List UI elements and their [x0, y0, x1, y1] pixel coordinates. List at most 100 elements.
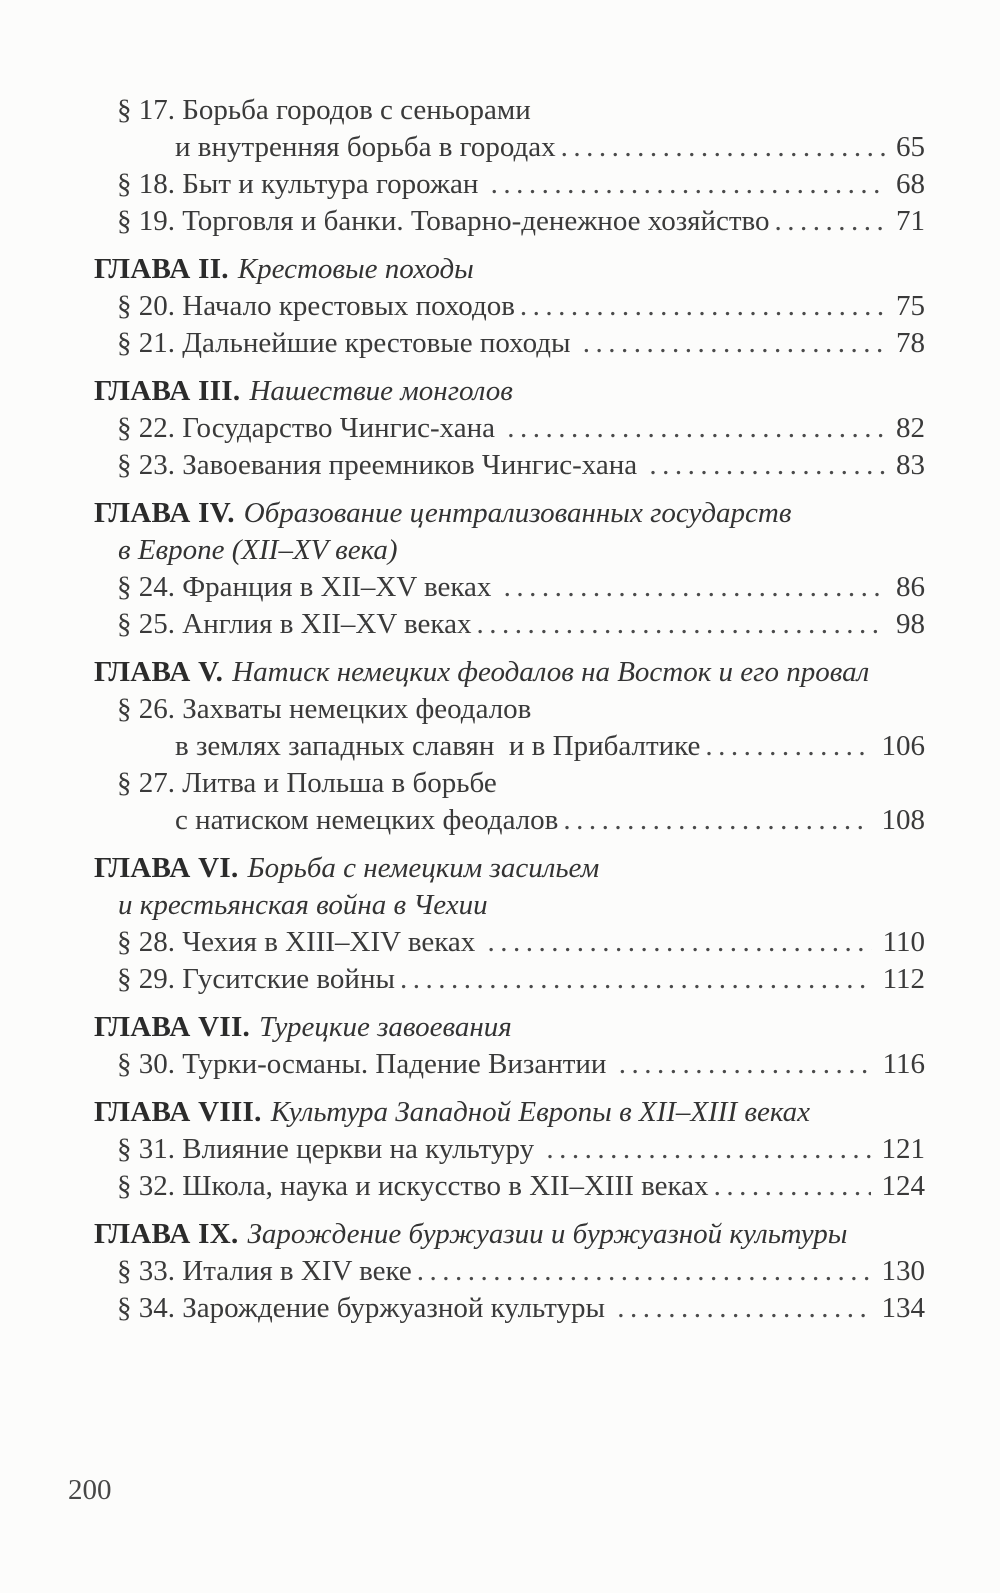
toc-entry-line: с натиском немецких феодалов 108 [175, 802, 925, 839]
dot-leader [471, 606, 885, 643]
toc-entry-page: 98 [896, 608, 925, 640]
toc-entry-text: § 30. Турки-османы. Падение Византии [117, 1048, 614, 1080]
chapter-title: Зарождение буржуазии и буржуазной культу… [247, 1218, 848, 1250]
toc-entry-line: § 17. Борьба городов с сеньорами [117, 92, 925, 129]
chapter-label: ГЛАВА V. [94, 656, 224, 688]
dot-leader [395, 961, 872, 998]
toc-entry-text: с натиском немецких феодалов [175, 804, 559, 836]
toc-entry-text: § 29. Гуситские войны [117, 963, 395, 995]
toc-chapter-line: ГЛАВА VIII. Культура Западной Европы в XI… [94, 1094, 925, 1131]
chapter-title: Турецкие завоевания [259, 1011, 512, 1043]
toc-chapter-line: ГЛАВА V. Натиск немецких феодалов на Вост… [94, 654, 925, 691]
toc-entry-text: и внутренняя борьба в городах [175, 131, 556, 163]
chapter-label: ГЛАВА IX. [94, 1218, 239, 1250]
toc-entry-line: § 18. Быт и культура горожан 68 [117, 166, 925, 203]
toc-entry-text: § 20. Начало крестовых походов [117, 290, 515, 322]
dot-leader [770, 203, 885, 240]
chapter-label: ГЛАВА III. [94, 375, 241, 407]
toc-entry-page: 124 [881, 1170, 926, 1202]
dot-leader [486, 166, 885, 203]
chapter-title: Культура Западной Европы в XII–XIII века… [270, 1096, 811, 1128]
toc-entry-line: § 19. Торговля и банки. Товарно-денежное… [117, 203, 925, 240]
chapter-title: Борьба с немецким засильем [247, 852, 600, 884]
toc-entry-line: § 26. Захваты немецких феодалов [117, 691, 925, 728]
toc-entry-line: § 23. Завоевания преемников Чингис-хана … [117, 447, 925, 484]
toc-entry-text: § 25. Англия в XII–XV веках [117, 608, 472, 640]
toc-entry-page: 75 [896, 290, 925, 322]
toc-entry-line: в землях западных славян и в Прибалтике 1… [175, 728, 925, 765]
toc-entry-text: в землях западных славян и в Прибалтике [175, 730, 701, 762]
toc-chapter-line: ГЛАВА IX. Зарождение буржуазии и буржуазн… [94, 1216, 925, 1253]
toc-chapter-line: в Европе (XII–XV века) [118, 532, 925, 569]
toc-entry-line: § 25. Англия в XII–XV веках 98 [117, 606, 925, 643]
toc-entry-page: 83 [896, 449, 925, 481]
dot-leader [556, 129, 885, 166]
toc-entry-page: 134 [881, 1292, 926, 1324]
dot-leader [709, 1168, 871, 1205]
toc-entry-line: § 24. Франция в XII–XV веках 86 [117, 569, 925, 606]
toc-entry-line: § 29. Гуситские войны 112 [117, 961, 925, 998]
toc-entry-page: 78 [896, 327, 925, 359]
toc-entry-text: § 21. Дальнейшие крестовые походы [117, 327, 578, 359]
toc-entry-text: § 31. Влияние церкви на культуру [117, 1133, 542, 1165]
chapter-label: ГЛАВА IV. [94, 497, 235, 529]
toc-entry-line: § 21. Дальнейшие крестовые походы 78 [117, 325, 925, 362]
toc-entry-text: § 33. Италия в XIV веке [117, 1255, 412, 1287]
toc-chapter-line: ГЛАВА IV. Образование централизованных го… [94, 495, 925, 532]
toc-entry-text: § 24. Франция в XII–XV веках [117, 571, 499, 603]
dot-leader [499, 569, 885, 606]
toc-entry-line: § 27. Литва и Польша в борьбе [117, 765, 925, 802]
toc-entry-line: § 32. Школа, наука и искусство в XII–XII… [117, 1168, 925, 1205]
dot-leader [558, 802, 870, 839]
toc-entry-page: 112 [882, 963, 925, 995]
toc-entry-page: 121 [881, 1133, 926, 1165]
toc-entry-text: § 17. Борьба городов с сеньорами [117, 94, 531, 126]
toc-entry-page: 116 [882, 1048, 925, 1080]
toc-entry-text: § 26. Захваты немецких феодалов [117, 693, 532, 725]
toc-entry-page: 86 [896, 571, 925, 603]
toc-entry-text: § 18. Быт и культура горожан [117, 168, 486, 200]
toc-entry-page: 106 [881, 730, 926, 762]
chapter-title: Нашествие монголов [249, 375, 513, 407]
chapter-title-continuation: в Европе (XII–XV века) [118, 534, 398, 566]
chapter-label: ГЛАВА VIII. [94, 1096, 262, 1128]
toc-entry-line: и внутренняя борьба в городах 65 [175, 129, 925, 166]
toc-entry-line: § 22. Государство Чингис-хана 82 [117, 410, 925, 447]
toc-entry-line: § 34. Зарождение буржуазной культуры 134 [117, 1290, 925, 1327]
dot-leader [644, 447, 885, 484]
dot-leader [515, 288, 885, 325]
dot-leader [612, 1290, 870, 1327]
page-number: 200 [68, 1474, 112, 1506]
dot-leader [412, 1253, 871, 1290]
toc-entry-page: 68 [896, 168, 925, 200]
toc-entry-text: § 22. Государство Чингис-хана [117, 412, 503, 444]
toc-chapter-line: ГЛАВА VI. Борьба с немецким засильем [94, 850, 925, 887]
toc-chapter-line: и крестьянская война в Чехии [118, 887, 925, 924]
toc-entry-line: § 30. Турки-османы. Падение Византии 116 [117, 1046, 925, 1083]
chapter-label: ГЛАВА VII. [94, 1011, 251, 1043]
chapter-label: ГЛАВА II. [94, 253, 229, 285]
toc-entry-line: § 33. Италия в XIV веке 130 [117, 1253, 925, 1290]
toc-entry-text: § 34. Зарождение буржуазной культуры [117, 1292, 613, 1324]
toc-entry-line: § 28. Чехия в XIII–XIV веках 110 [117, 924, 925, 961]
toc-entry-line: § 20. Начало крестовых походов 75 [117, 288, 925, 325]
dot-leader [541, 1131, 870, 1168]
dot-leader [578, 325, 885, 362]
toc-entry-page: 65 [896, 131, 925, 163]
toc-entry-text: § 19. Торговля и банки. Товарно-денежное… [117, 205, 770, 237]
toc-entry-text: § 28. Чехия в XIII–XIV веках [117, 926, 483, 958]
toc-chapter-line: ГЛАВА III. Нашествие монголов [94, 373, 925, 410]
toc-entry-text: § 23. Завоевания преемников Чингис-хана [117, 449, 645, 481]
dot-leader [700, 728, 870, 765]
toc-chapter-line: ГЛАВА VII. Турецкие завоевания [94, 1009, 925, 1046]
toc-entry-page: 71 [896, 205, 925, 237]
dot-leader [502, 410, 885, 447]
toc-entry-line: § 31. Влияние церкви на культуру 121 [117, 1131, 925, 1168]
dot-leader [614, 1046, 872, 1083]
chapter-title: Образование централизованных государств [243, 497, 792, 529]
dot-leader [483, 924, 872, 961]
toc-entry-page: 130 [881, 1255, 926, 1287]
chapter-title: Натиск немецких феодалов на Восток и его… [232, 656, 870, 688]
toc-entry-text: § 27. Литва и Польша в борьбе [117, 767, 497, 799]
